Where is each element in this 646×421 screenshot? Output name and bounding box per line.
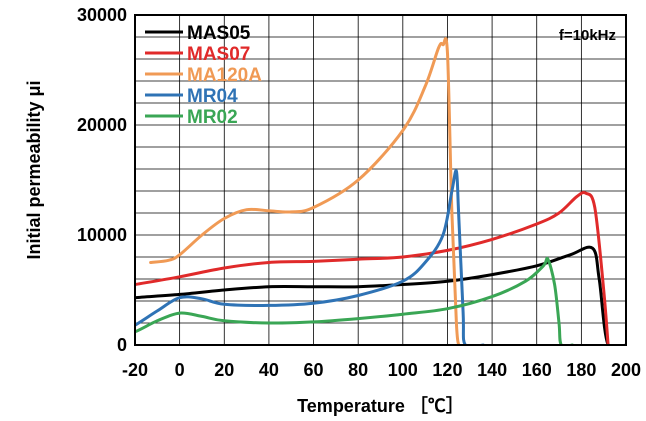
x-tick-label: 80 [348, 360, 368, 380]
y-tick-labels: 0 10000 20000 30000 [77, 5, 127, 355]
x-tick-label: 0 [175, 360, 185, 380]
plot-frame [134, 14, 627, 346]
x-tick-label: 160 [522, 360, 552, 380]
series-line-mas05 [135, 245, 626, 345]
series-line-mr04 [135, 169, 485, 345]
series-line-mas07 [135, 190, 610, 345]
x-tick-label: 20 [214, 360, 234, 380]
x-tick-label: 140 [477, 360, 507, 380]
x-tick-label: 180 [566, 360, 596, 380]
legend-label: MA120A [187, 65, 262, 86]
series-line-mr02 [135, 256, 574, 345]
y-tick-label: 0 [117, 335, 127, 355]
legend-label: MAS05 [187, 23, 251, 44]
y-tick-label: 10000 [77, 225, 127, 245]
y-axis-title: Initial permeability μi [24, 80, 44, 259]
x-tick-label: 200 [611, 360, 641, 380]
legend-label: MAS07 [187, 44, 250, 65]
frequency-annotation: f=10kHz [559, 27, 616, 44]
x-tick-label: 60 [304, 360, 324, 380]
series-line-ma120a [149, 37, 461, 345]
x-axis-title: Temperature ［℃］ [297, 395, 464, 416]
x-tick-label: 120 [432, 360, 462, 380]
legend-label: MR02 [187, 107, 238, 128]
x-tick-label: 40 [259, 360, 279, 380]
x-tick-label: -20 [122, 360, 148, 380]
y-tick-label: 20000 [77, 115, 127, 135]
y-tick-label: 30000 [77, 5, 127, 25]
x-tick-labels: -20 0 20 40 60 80 100 120 140 160 180 200 [122, 360, 641, 380]
x-tick-label: 100 [388, 360, 418, 380]
legend-label: MR04 [187, 86, 238, 107]
